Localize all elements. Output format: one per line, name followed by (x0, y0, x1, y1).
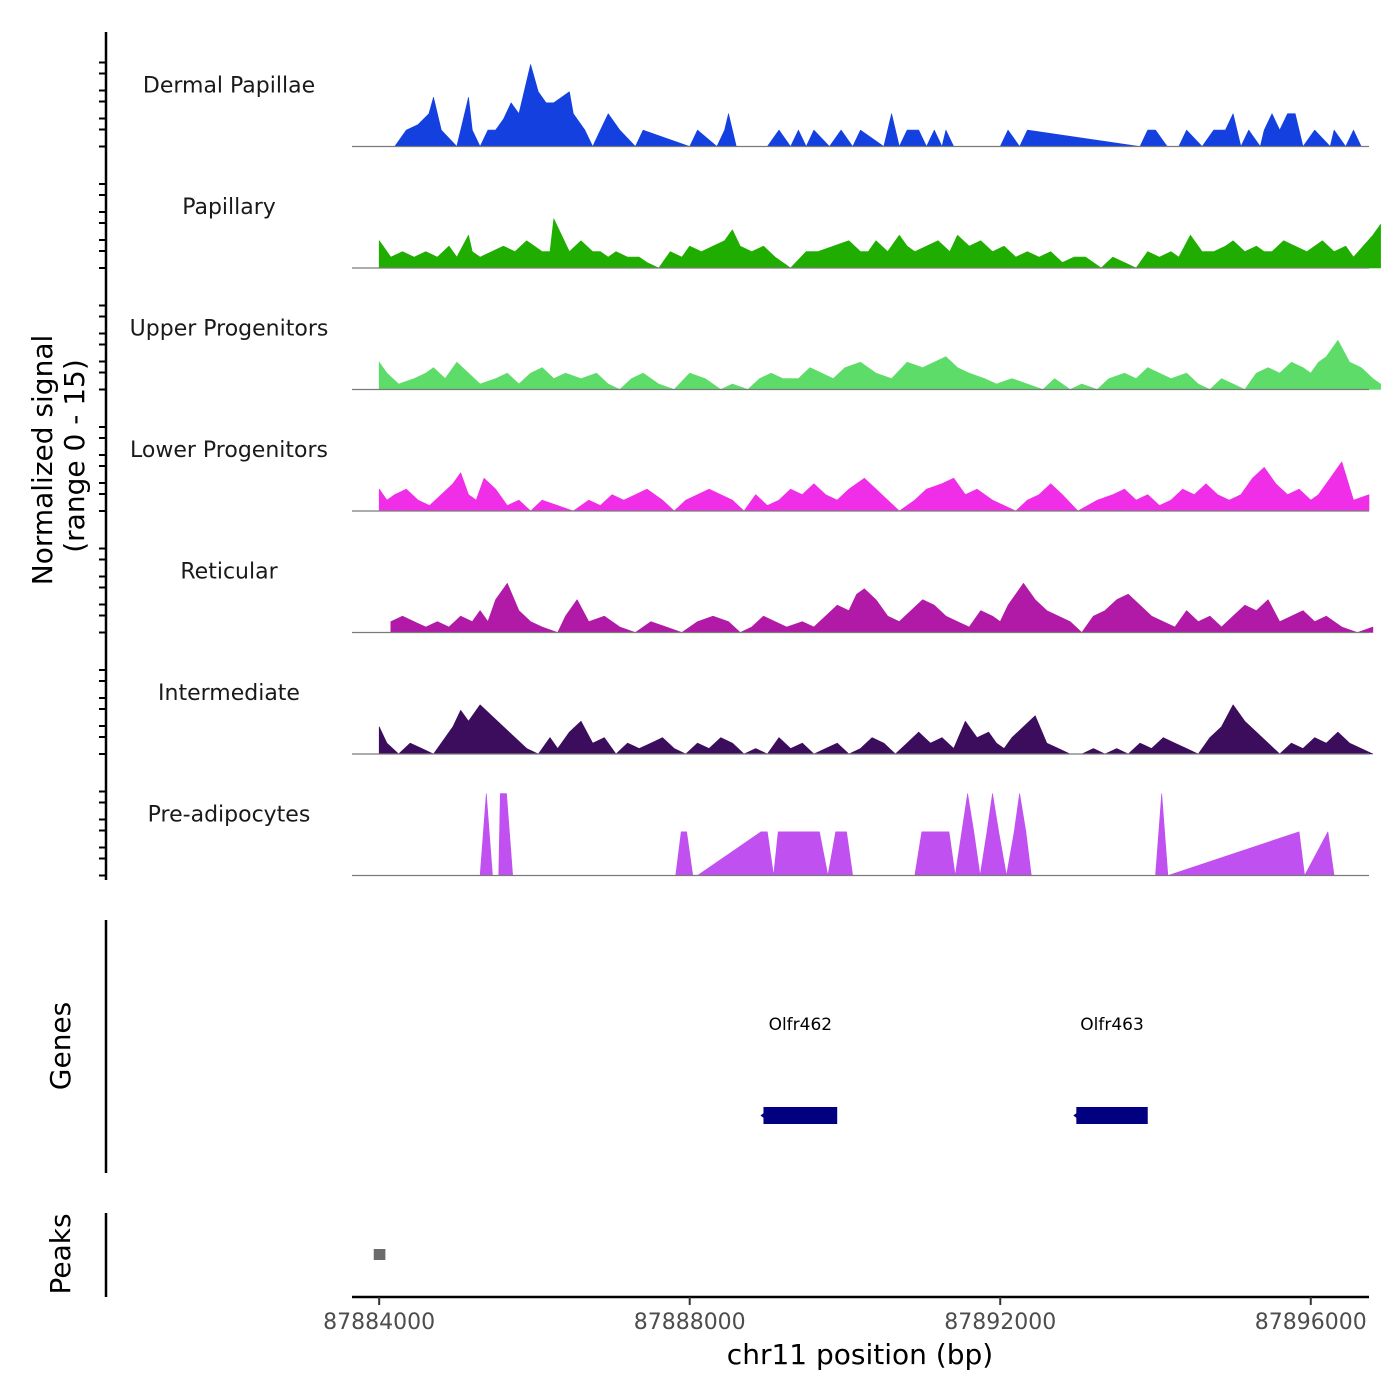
signal-area (378, 218, 1381, 269)
signal-y-axis-ticks (99, 61, 106, 877)
track-label: Dermal Papillae (143, 74, 315, 99)
track-lower-progenitors: Lower Progenitors (130, 438, 1370, 512)
track-pre-adipocytes: Pre-adipocytes (148, 793, 1369, 877)
signal-area (378, 461, 1370, 512)
peak-regions (373, 1249, 386, 1260)
track-label: Lower Progenitors (130, 438, 328, 463)
x-tick-label: 87888000 (634, 1310, 746, 1335)
x-tick-label: 87892000 (944, 1310, 1056, 1335)
signal-area (390, 583, 1374, 633)
x-tick-label: 87884000 (323, 1310, 435, 1335)
gene-olfr463: Olfr463 (1073, 1015, 1148, 1124)
gene-olfr462: Olfr462 (760, 1015, 838, 1124)
signal-area (378, 340, 1381, 390)
gene-label: Olfr463 (1080, 1015, 1144, 1035)
x-axis-title: chr11 position (bp) (727, 1338, 993, 1371)
signal-y-axis-title-line1: Normalized signal (26, 335, 59, 586)
signal-area (378, 704, 1374, 755)
track-upper-progenitors: Upper Progenitors (130, 317, 1381, 391)
track-label: Papillary (182, 195, 276, 220)
peaks-panel: Peaks (44, 1213, 386, 1297)
peak-region (373, 1249, 386, 1260)
x-tick-label: 87896000 (1255, 1310, 1367, 1335)
signal-tracks-panel: Dermal Papillae Papillary Upper Progenitor… (26, 32, 1381, 880)
track-label: Reticular (180, 560, 278, 585)
track-label: Pre-adipocytes (148, 803, 311, 828)
track-label: Upper Progenitors (130, 317, 329, 342)
gene-label: Olfr462 (769, 1015, 833, 1035)
signal-y-axis-title-line2: (range 0 - 15) (58, 359, 91, 553)
genes-panel-title: Genes (44, 1002, 77, 1090)
track-reticular: Reticular (180, 560, 1374, 634)
signal-tracks: Dermal Papillae Papillary Upper Progenitor… (130, 64, 1381, 877)
signal-area (394, 64, 1362, 147)
x-axis-ticks: 87884000 87888000 87892000 87896000 (323, 1297, 1367, 1335)
gene-body (763, 1107, 838, 1124)
track-intermediate: Intermediate (158, 681, 1374, 755)
gene-strand-arrow (1073, 1111, 1080, 1120)
track-papillary: Papillary (182, 195, 1381, 269)
signal-area (479, 793, 1335, 876)
track-label: Intermediate (158, 681, 300, 706)
peaks-panel-title: Peaks (44, 1213, 77, 1294)
track-dermal-papillae: Dermal Papillae (143, 64, 1369, 148)
genes-panel: Genes Olfr462 Olfr463 (44, 920, 1148, 1173)
gene-body (1076, 1107, 1148, 1124)
gene-strand-arrow (760, 1111, 767, 1120)
x-axis: 87884000 87888000 87892000 87896000 chr11 p… (323, 1295, 1369, 1371)
gene-annotations: Olfr462 Olfr463 (760, 1015, 1148, 1124)
